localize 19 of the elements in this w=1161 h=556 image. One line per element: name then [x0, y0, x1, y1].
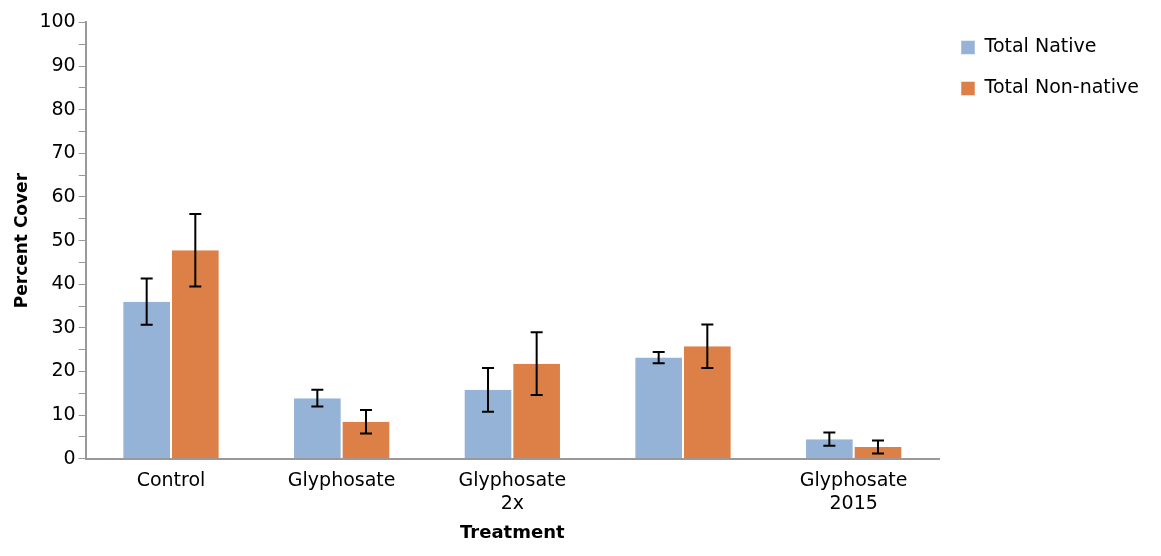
- y-tick-label: 60: [51, 183, 76, 206]
- y-tick-label: 80: [51, 96, 76, 119]
- x-tick-label: Glyphosate 2015: [799, 468, 908, 513]
- x-axis-title: Treatment: [460, 520, 565, 542]
- y-tick-label: 100: [39, 9, 76, 32]
- legend-label: Total Non-native: [983, 75, 1139, 98]
- y-tick-label: 40: [51, 271, 76, 294]
- y-axis-title: Percent Cover: [10, 172, 31, 309]
- legend-label: Total Native: [983, 34, 1097, 57]
- y-tick-label: 90: [51, 52, 76, 75]
- y-tick-label: 70: [51, 140, 76, 163]
- y-tick-label: 50: [51, 227, 76, 250]
- y-tick-label: 30: [51, 314, 76, 337]
- x-tick-label: Glyphosate: [287, 468, 396, 491]
- x-tick-label: Glyphosate 2x: [458, 468, 567, 513]
- y-tick-label: 0: [63, 445, 76, 468]
- x-tick-label: Control: [136, 468, 206, 491]
- y-tick-label: 10: [51, 402, 76, 425]
- y-tick-label: 20: [51, 358, 76, 381]
